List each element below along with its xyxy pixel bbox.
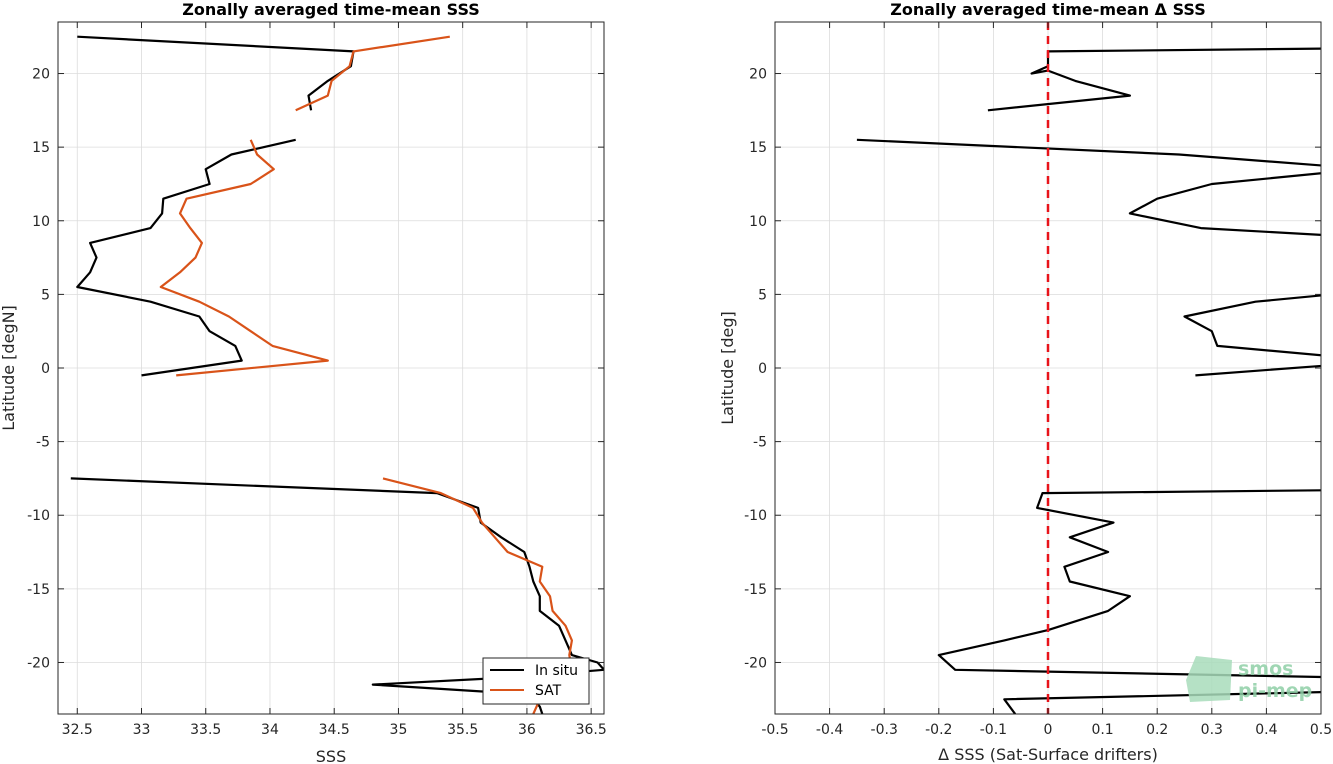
left-chart: 32.5 33 33.5 34 34.5 35 35.5 36 36.5 -20 -15 -10 -5 0… <box>0 0 607 764</box>
left-x-axis-label: SSS <box>316 747 346 764</box>
left-x-tick-label: 34.5 <box>319 722 350 738</box>
right-y-tick-label: -5 <box>753 435 767 451</box>
right-series-line-series-0 <box>856 47 1321 714</box>
right-x-tick-label: -0.3 <box>871 722 898 738</box>
legend: In situ SAT <box>482 657 590 705</box>
left-x-tick-label: 34 <box>261 722 279 738</box>
logo-text-pi-mep: pi-mep <box>1238 680 1312 702</box>
right-chart: -0.5 -0.4 -0.3 -0.2 -0.1 0 0.1 0.2 0.3 0.4 0.5 -20 -… <box>718 0 1332 764</box>
legend-box <box>482 657 590 705</box>
left-y-tick-label: -20 <box>27 655 50 671</box>
right-x-tick-label: -0.5 <box>761 722 788 738</box>
right-x-tick-label: 0.5 <box>1310 722 1332 738</box>
left-x-tick-label: 35 <box>390 722 408 738</box>
right-ticks: -0.5 -0.4 -0.3 -0.2 -0.1 0 0.1 0.2 0.3 0.4 0.5 -20 -… <box>744 22 1332 738</box>
left-y-tick-label: -15 <box>27 582 50 598</box>
left-y-tick-label: -10 <box>27 508 50 524</box>
left-y-axis-label: Latitude [degN] <box>0 305 18 431</box>
right-x-tick-label: -0.4 <box>816 722 843 738</box>
right-x-tick-label: 0.3 <box>1201 722 1223 738</box>
right-y-tick-label: 10 <box>749 214 767 230</box>
logo-shape <box>1186 656 1232 702</box>
right-x-tick-label: 0.1 <box>1091 722 1113 738</box>
right-x-tick-label: 0.4 <box>1255 722 1277 738</box>
right-y-tick-label: 0 <box>758 361 767 377</box>
left-chart-title: Zonally averaged time-mean SSS <box>182 0 480 19</box>
right-y-tick-label: -20 <box>744 655 767 671</box>
right-x-axis-label: Δ SSS (Sat-Surface drifters) <box>938 745 1158 764</box>
left-y-tick-label: 10 <box>32 214 50 230</box>
left-y-tick-label: 20 <box>32 67 50 83</box>
legend-label-sat: SAT <box>535 683 562 699</box>
right-y-axis-label: Latitude [deg] <box>718 311 737 425</box>
left-y-tick-label: -5 <box>36 435 50 451</box>
right-x-tick-label: -0.1 <box>980 722 1007 738</box>
right-series-group <box>856 22 1321 714</box>
legend-label-insitu: In situ <box>535 663 578 679</box>
left-x-tick-label: 33 <box>133 722 151 738</box>
left-x-tick-label: 33.5 <box>190 722 221 738</box>
left-grid <box>58 22 604 714</box>
left-x-tick-label: 36 <box>518 722 536 738</box>
left-ticks: 32.5 33 33.5 34 34.5 35 35.5 36 36.5 -20 -15 -10 -5 0… <box>27 22 607 738</box>
right-chart-title: Zonally averaged time-mean Δ SSS <box>890 0 1206 19</box>
smos-pi-mep-logo: smos pi-mep <box>1186 656 1312 702</box>
right-y-tick-label: 5 <box>758 287 767 303</box>
logo-text-smos: smos <box>1238 658 1293 680</box>
right-y-tick-label: 20 <box>749 67 767 83</box>
left-x-tick-label: 36.5 <box>576 722 607 738</box>
right-y-tick-label: 15 <box>749 140 767 156</box>
left-y-tick-label: 0 <box>41 361 50 377</box>
left-y-tick-label: 5 <box>41 287 50 303</box>
left-x-tick-label: 35.5 <box>447 722 478 738</box>
left-x-tick-label: 32.5 <box>62 722 93 738</box>
right-x-tick-label: -0.2 <box>925 722 952 738</box>
right-y-tick-label: -10 <box>744 508 767 524</box>
left-y-tick-label: 15 <box>32 140 50 156</box>
right-x-tick-label: 0.2 <box>1146 722 1168 738</box>
right-x-tick-label: 0 <box>1044 722 1053 738</box>
right-y-tick-label: -15 <box>744 582 767 598</box>
left-series-group <box>70 35 604 714</box>
